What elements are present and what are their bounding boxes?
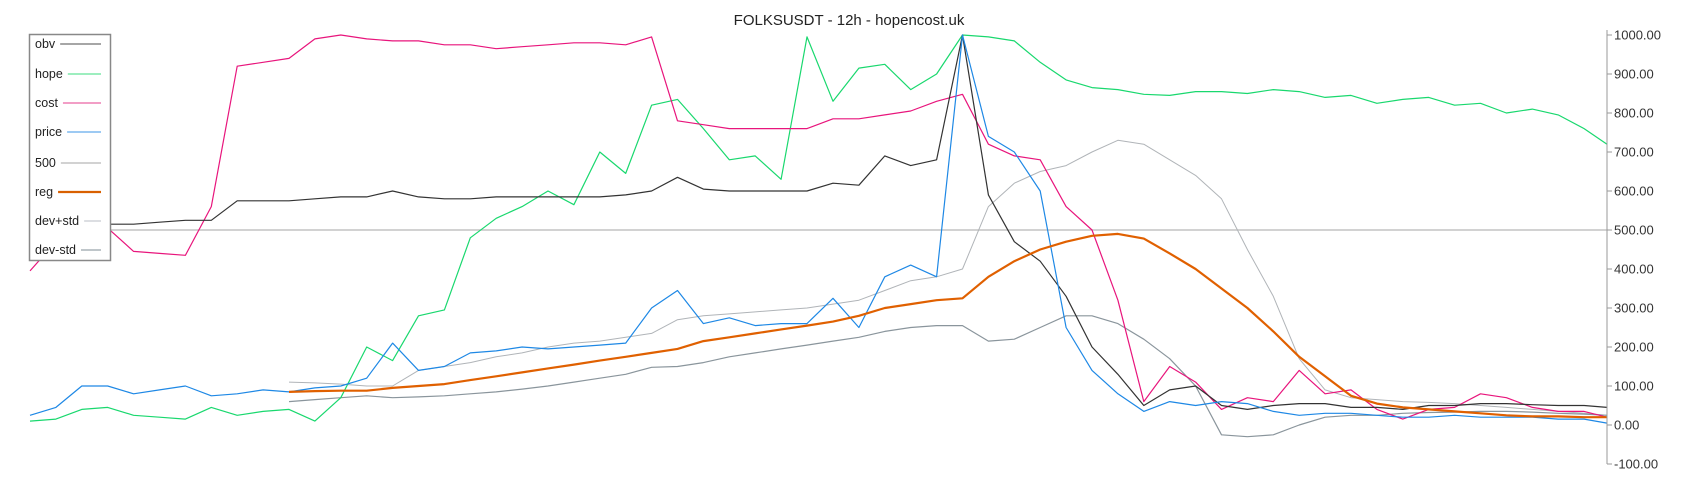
legend-label: obv <box>35 37 56 51</box>
series-line-cost <box>29 34 1608 420</box>
y-tick-label: 800.00 <box>1614 106 1654 121</box>
legend-label: dev-std <box>35 243 76 257</box>
legend-label: reg <box>35 185 53 199</box>
series-line-hope <box>29 34 1608 422</box>
legend-label: 500 <box>35 156 56 170</box>
legend: obv hope cost price 500 reg dev+std dev-std <box>28 33 112 262</box>
legend-item-dev-plus-std: dev+std <box>35 214 101 228</box>
chart-title: FOLKSUSDT - 12h - hopencost.uk <box>734 12 965 29</box>
y-tick-label: 0.00 <box>1614 418 1639 433</box>
y-tick-label: 700.00 <box>1614 145 1654 160</box>
legend-label: dev+std <box>35 214 79 228</box>
legend-label: price <box>35 125 62 139</box>
series-line-price <box>29 34 1608 424</box>
legend-item-cost: cost <box>35 96 101 110</box>
legend-box <box>28 33 112 262</box>
legend-item-price: price <box>35 125 101 139</box>
y-tick-label: 1000.00 <box>1614 28 1661 43</box>
y-tick-label: 900.00 <box>1614 67 1654 82</box>
y-tick-label: -100.00 <box>1614 457 1658 472</box>
y-tick-label: 500.00 <box>1614 223 1654 238</box>
legend-item-hope: hope <box>35 67 101 81</box>
y-tick-label: 200.00 <box>1614 340 1654 355</box>
y-tick-label: 400.00 <box>1614 262 1654 277</box>
series-line-reg <box>288 232 1607 419</box>
legend-label: hope <box>35 67 63 81</box>
legend-item-obv: obv <box>35 37 101 51</box>
series-line-obv <box>29 34 1608 410</box>
legend-item-dev-std: dev-std <box>35 243 101 257</box>
legend-label: cost <box>35 96 58 110</box>
y-tick-label: 300.00 <box>1614 301 1654 316</box>
y-tick-label: 100.00 <box>1614 379 1654 394</box>
series-line-dev-std <box>288 315 1608 438</box>
y-tick-label: 600.00 <box>1614 184 1654 199</box>
legend-item-reg: reg <box>35 185 101 199</box>
y-axis: 1000.00 900.00 800.00 700.00 600.00 500.00 400… <box>1606 28 1661 472</box>
legend-item-500: 500 <box>35 156 101 170</box>
series-line-dev-plus-std <box>288 139 1608 416</box>
series-lines <box>29 34 1608 438</box>
